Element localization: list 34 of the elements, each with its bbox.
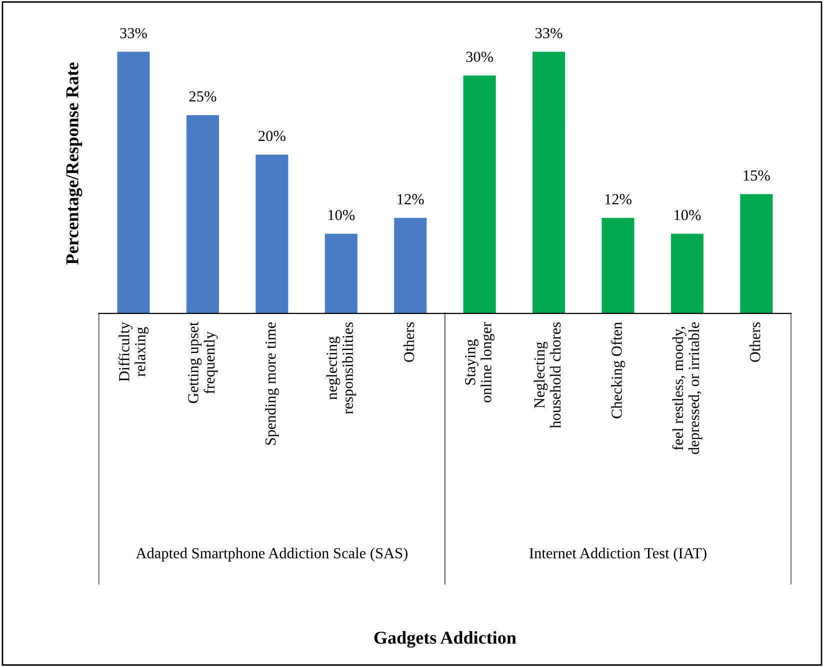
x-tick-label: Spending more time xyxy=(264,322,279,445)
data-label: 10% xyxy=(328,210,355,220)
x-tick-label: Getting upset frequently xyxy=(188,322,218,404)
x-tick-label: Others xyxy=(750,322,760,362)
bar xyxy=(740,194,773,314)
bar xyxy=(186,115,219,314)
text: Internet Addiction Test (IAT) xyxy=(529,548,706,562)
data-label: 30% xyxy=(466,52,494,62)
bar xyxy=(117,52,150,314)
x-tick-label: Checking Often xyxy=(610,322,626,418)
x-tick-label: Others xyxy=(403,322,414,362)
data-label: 15% xyxy=(744,170,770,181)
x-tick-label: feel restless, moody, depressed, or irritable xyxy=(672,322,702,454)
data-label: 12% xyxy=(398,194,424,204)
bar xyxy=(602,218,634,314)
data-label: 12% xyxy=(605,194,632,204)
data-label: 33% xyxy=(120,28,147,38)
data-label: 25% xyxy=(189,91,216,102)
data-label: 10% xyxy=(674,210,701,220)
x-tick-label: Staying online longer xyxy=(465,322,495,402)
x-tick-label: Difficulty relaxing xyxy=(118,322,149,382)
data-label: 20% xyxy=(258,130,286,142)
bar xyxy=(463,76,496,314)
bar xyxy=(532,52,566,314)
text: Gadgets Addiction xyxy=(374,631,516,648)
x-tick-label: neglecting responsibilities xyxy=(326,322,356,414)
bar xyxy=(670,234,704,314)
bar xyxy=(324,234,358,314)
y-axis-title: Percentage/Response Rate xyxy=(66,62,82,264)
bar xyxy=(256,154,288,314)
x-tick-label: Neglecting household chores xyxy=(534,322,561,428)
bar xyxy=(394,218,427,314)
data-label: 33% xyxy=(536,28,562,38)
text: Adapted Smartphone Addiction Scale (SAS) xyxy=(136,548,408,562)
